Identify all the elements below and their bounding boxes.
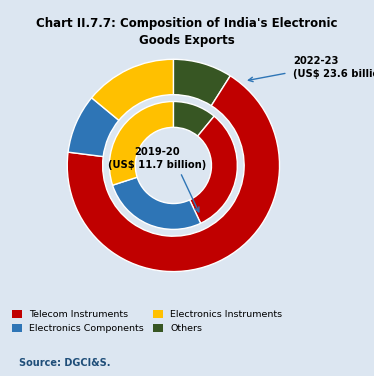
Wedge shape xyxy=(174,102,214,136)
Text: 2019-20
(US$ 11.7 billion): 2019-20 (US$ 11.7 billion) xyxy=(108,147,206,170)
Wedge shape xyxy=(174,59,230,106)
Text: 2022-23
(US$ 23.6 billion): 2022-23 (US$ 23.6 billion) xyxy=(293,56,374,79)
Legend: Telecom Instruments, Electronics Components, Electronics Instruments, Others: Telecom Instruments, Electronics Compone… xyxy=(12,310,282,333)
Wedge shape xyxy=(68,98,119,156)
Text: Chart II.7.7: Composition of India's Electronic
Goods Exports: Chart II.7.7: Composition of India's Ele… xyxy=(36,17,338,47)
Wedge shape xyxy=(67,76,279,271)
Wedge shape xyxy=(113,177,200,229)
Wedge shape xyxy=(110,102,174,185)
Wedge shape xyxy=(92,59,174,120)
Wedge shape xyxy=(190,116,237,223)
Text: Source: DGCI&S.: Source: DGCI&S. xyxy=(19,358,110,368)
